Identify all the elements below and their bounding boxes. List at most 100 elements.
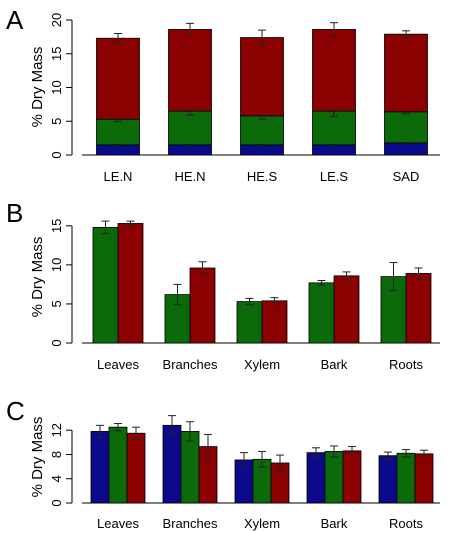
error-bar [348, 446, 356, 456]
plot-area: 0 5 10 15 20 LE.N HE.N HE.S LE.S SAD [49, 13, 440, 184]
x-category-label: Bark [321, 357, 348, 372]
error-bar [168, 415, 176, 436]
x-category-label: Xylem [244, 516, 280, 531]
panel-letter: A [6, 5, 24, 35]
y-axis-title: % Dry Mass [29, 237, 46, 318]
error-bar [114, 423, 122, 432]
y-tick-label: 0 [49, 499, 64, 506]
bar-segment [240, 37, 284, 117]
error-bar [276, 454, 284, 472]
error-bar [384, 451, 392, 460]
bar [92, 226, 119, 344]
bar [162, 424, 182, 504]
y-tick-label: 12 [49, 423, 64, 437]
error-bar [312, 447, 320, 458]
error-bar [114, 33, 122, 44]
bar [396, 452, 416, 504]
y-axis-title: % Dry Mass [29, 417, 46, 498]
bar [90, 431, 110, 504]
error-bar [330, 22, 338, 37]
error-bar [420, 449, 428, 458]
bar-segment [384, 111, 428, 144]
y-tick-label: 15 [49, 219, 64, 233]
error-bar [389, 262, 398, 292]
error-bar [96, 424, 104, 438]
x-category-label: Roots [389, 516, 423, 531]
bar [414, 453, 434, 504]
error-bar [402, 30, 410, 39]
x-category-label: HE.N [174, 169, 205, 184]
y-tick-label: 5 [49, 118, 64, 125]
error-bar [258, 29, 266, 46]
error-bar [126, 220, 135, 227]
bar-segment [384, 142, 428, 156]
panel-letter: B [6, 198, 23, 228]
error-bar [186, 421, 194, 442]
error-bar [270, 297, 279, 305]
plot-area: 0 4 8 12 Leaves Branches Xylem Bark Roots [49, 415, 440, 531]
plot-area: 0 5 10 15 Leaves Branches Xylem Bark Roots [49, 219, 440, 372]
y-tick-label: 0 [49, 339, 64, 346]
panel-c: C % Dry Mass 0 4 8 12 Leaves Branches Xylem Bar… [6, 396, 440, 531]
x-category-label: LE.N [104, 169, 133, 184]
bar-segment [384, 33, 428, 113]
x-category-label: Bark [321, 516, 348, 531]
bar [180, 431, 200, 504]
y-tick-label: 15 [49, 47, 64, 61]
error-bar [330, 445, 338, 458]
y-tick-label: 0 [49, 151, 64, 158]
error-bar [317, 280, 326, 286]
bar-segment [240, 144, 284, 156]
error-bar [245, 297, 254, 306]
bar [378, 455, 398, 504]
error-bar [173, 283, 182, 306]
bar-segment [96, 37, 140, 120]
error-bar [258, 450, 266, 468]
bar [126, 432, 146, 504]
x-category-label: Leaves [97, 357, 139, 372]
x-category-label: Leaves [97, 516, 139, 531]
bar-segment [240, 115, 284, 146]
y-tick-label: 10 [49, 258, 64, 272]
error-bar [186, 22, 194, 37]
x-category-label: HE.S [247, 169, 278, 184]
bar [261, 300, 288, 344]
y-axis-title: % Dry Mass [29, 47, 46, 128]
error-bar [101, 220, 110, 235]
bar [324, 451, 344, 504]
y-tick-label: 8 [49, 451, 64, 458]
bar-segment [168, 29, 212, 112]
error-bar [132, 426, 140, 440]
bar [405, 273, 432, 344]
x-category-label: Branches [163, 516, 218, 531]
panel-a: A % Dry Mass 0 5 10 15 20 LE.N HE.N HE.S LE.S SAD [6, 5, 440, 184]
error-bar [198, 261, 207, 275]
panel-b: B % Dry Mass 0 5 10 15 Leaves Branches Xylem Ba… [6, 198, 440, 372]
x-category-label: LE.S [320, 169, 349, 184]
bar [189, 267, 216, 344]
bar-segment [96, 118, 140, 146]
error-bar [402, 449, 410, 458]
y-tick-label: 10 [49, 80, 64, 94]
bar [306, 452, 326, 504]
error-bar [204, 433, 212, 460]
bar-segment [312, 29, 356, 112]
bar-segment [96, 144, 140, 156]
bar [333, 275, 360, 344]
error-bar [240, 452, 248, 468]
bar-segment [168, 144, 212, 156]
bar-segment [168, 110, 212, 146]
bar [108, 426, 128, 504]
bar [308, 282, 335, 344]
bar-segment [312, 144, 356, 156]
bar [342, 450, 362, 504]
error-bar [342, 271, 351, 281]
y-tick-label: 20 [49, 13, 64, 27]
y-tick-label: 4 [49, 475, 64, 482]
x-category-label: Branches [163, 357, 218, 372]
bar [117, 223, 144, 344]
x-category-label: SAD [393, 169, 420, 184]
x-category-label: Roots [389, 357, 423, 372]
bar [236, 301, 263, 344]
panel-letter: C [6, 396, 25, 426]
